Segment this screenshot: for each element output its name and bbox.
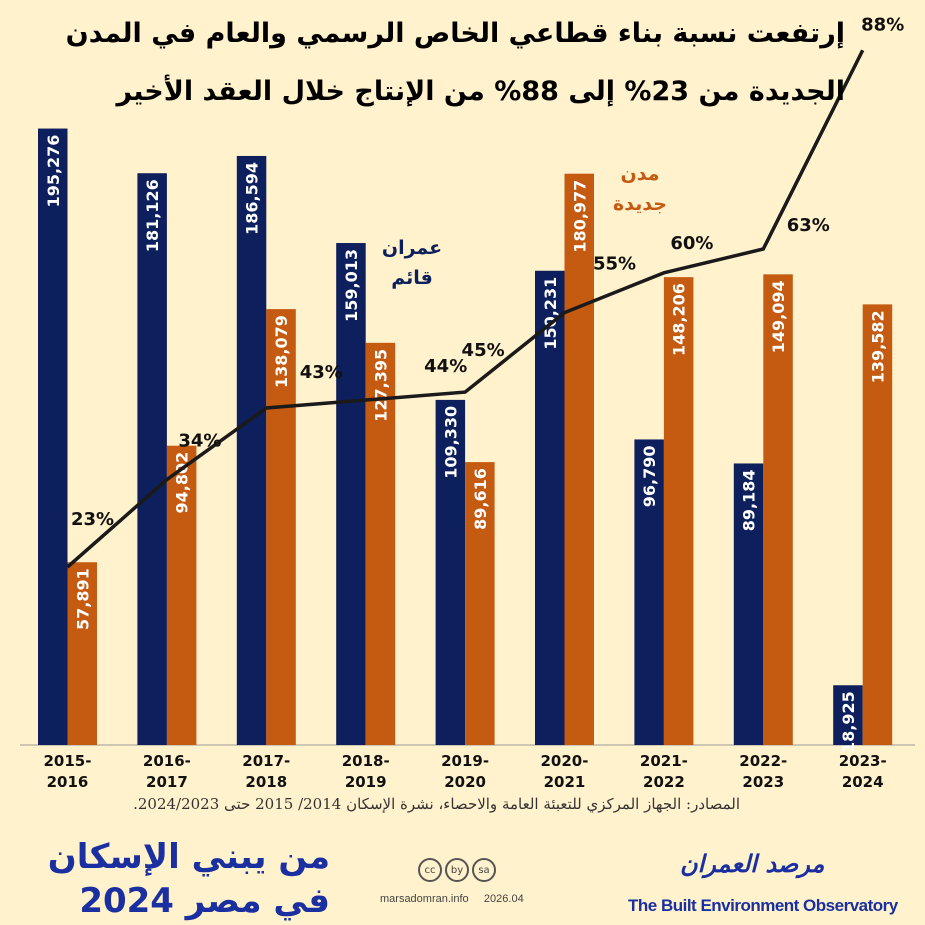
bar-value-label: 89,184	[740, 469, 759, 531]
bar-existing	[634, 439, 664, 745]
x-tick-label: 2024	[842, 773, 884, 791]
source-note: المصادر: الجهاز المركزي للتعبئة العامة و…	[133, 795, 740, 813]
legend-new-cities: جديدة	[613, 193, 667, 215]
share-label: 55%	[593, 254, 636, 275]
bar-new-cities	[465, 462, 495, 745]
chart-title-line1: إرتفعت نسبة بناء قطاعي الخاص الرسمي والع…	[65, 18, 845, 49]
bar-new-cities	[663, 277, 694, 745]
bar-existing	[733, 463, 764, 745]
share-label: 43%	[300, 362, 343, 383]
share-label: 88%	[861, 14, 904, 35]
bar-value-label: 57,891	[73, 568, 92, 630]
bar-existing	[137, 173, 167, 746]
bar-new-cities	[564, 173, 594, 745]
share-label: 44%	[424, 356, 467, 377]
x-tick-label: 2016	[47, 773, 89, 791]
x-tick-label: 2020	[444, 773, 486, 791]
share-label: 63%	[787, 215, 830, 236]
legend-existing: عمران	[382, 237, 442, 259]
attribution-icon: by	[445, 858, 469, 882]
bar-value-label: 139,582	[868, 310, 887, 383]
x-tick-label: 2015-	[44, 752, 92, 770]
x-tick-label: 2022-	[739, 752, 787, 770]
bar-value-label: 138,079	[272, 315, 291, 388]
cc-icon: cc	[418, 858, 442, 882]
bar-value-label: 159,013	[342, 249, 361, 322]
observatory-logo-ar: مرصد العمران	[680, 850, 825, 878]
brand-line2: في مصر 2024	[79, 881, 330, 921]
bar-value-label: 195,276	[44, 135, 63, 208]
x-tick-label: 2016-	[143, 752, 191, 770]
bar-new-cities	[67, 562, 97, 745]
bar-new-cities	[862, 304, 893, 745]
bar-value-label: 180,977	[570, 180, 589, 253]
bar-new-cities	[365, 342, 396, 745]
x-tick-label: 2020-	[541, 752, 589, 770]
x-tick-label: 2018-	[342, 752, 390, 770]
legend-existing: قائم	[391, 267, 433, 289]
license-icons: cc by sa	[418, 858, 496, 882]
bar-new-cities	[266, 309, 296, 745]
x-tick-label: 2023-	[839, 752, 887, 770]
share-label: 60%	[670, 233, 713, 254]
share-label: 23%	[71, 509, 114, 530]
brand-title: من يبني الإسكان في مصر 2024	[20, 835, 330, 923]
share-label: 45%	[462, 340, 505, 361]
bar-value-label: 186,594	[243, 162, 262, 235]
bar-value-label: 94,802	[173, 452, 192, 514]
legend-new-cities: مدن	[621, 163, 660, 185]
x-tick-label: 2017	[146, 773, 188, 791]
bar-value-label: 127,395	[371, 349, 390, 422]
x-tick-label: 2018	[245, 773, 287, 791]
bar-existing	[535, 270, 565, 745]
bar-value-label: 149,094	[769, 280, 788, 353]
chart-title-line2: الجديدة من 23% إلى 88% من الإنتاج خلال ا…	[116, 76, 845, 107]
bar-value-label: 181,126	[143, 179, 162, 252]
share-line	[66, 49, 865, 569]
bar-value-label: 96,790	[640, 445, 659, 507]
bar-value-label: 18,925	[839, 691, 858, 753]
bar-value-label: 89,616	[471, 468, 490, 530]
share-label: 34%	[178, 431, 221, 452]
bar-value-label: 150,231	[541, 277, 560, 350]
bar-new-cities	[763, 274, 793, 745]
bar-existing	[435, 399, 466, 745]
x-tick-label: 2021-	[640, 752, 688, 770]
bar-value-label: 148,206	[670, 283, 689, 356]
site-and-date: marsadomran.info 2026.04	[380, 893, 524, 905]
bar-existing	[38, 128, 68, 745]
brand-line1: من يبني الإسكان	[47, 837, 330, 877]
x-tick-label: 2023	[742, 773, 784, 791]
x-tick-label: 2019-	[441, 752, 489, 770]
bar-existing	[236, 155, 267, 745]
bar-existing	[336, 243, 366, 745]
bar-value-label: 109,330	[441, 406, 460, 479]
x-tick-label: 2021	[544, 773, 586, 791]
x-tick-label: 2019	[345, 773, 387, 791]
bar-existing	[833, 685, 863, 745]
share-alike-icon: sa	[472, 858, 496, 882]
bar-new-cities	[166, 445, 197, 745]
x-tick-label: 2017-	[242, 752, 290, 770]
x-tick-label: 2022	[643, 773, 685, 791]
observatory-name-en: The Built Environment Observatory	[628, 896, 898, 915]
